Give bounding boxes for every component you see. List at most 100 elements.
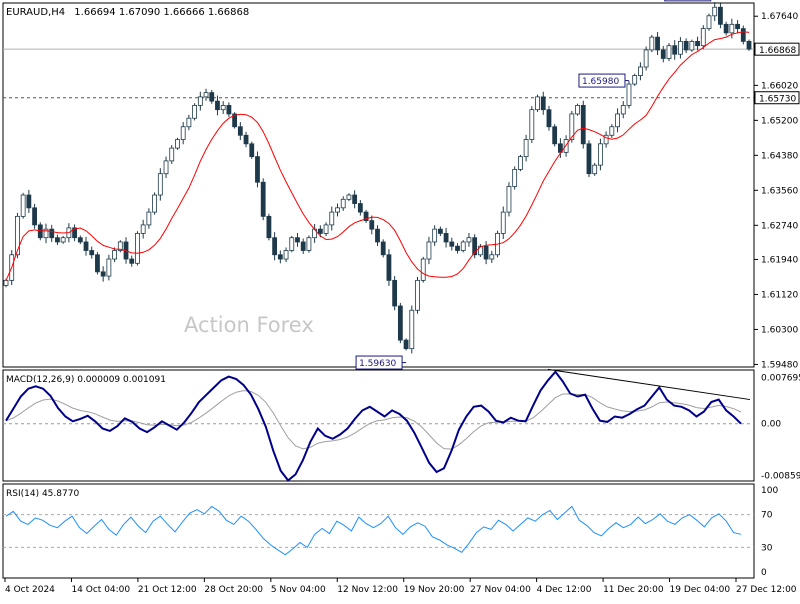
price-tick-label: 1.67640: [761, 12, 798, 22]
candle-body: [723, 23, 729, 34]
price-tick-label: 1.63560: [761, 186, 798, 196]
rsi-tick-label: 100: [761, 486, 778, 496]
macd-tick-label: -0.008599: [761, 472, 800, 482]
ohlc-values: 1.66694 1.67090 1.66666 1.66868: [74, 7, 249, 18]
candle-body: [706, 15, 712, 30]
candle-body: [95, 254, 100, 273]
candle-body: [569, 113, 575, 140]
candle-body: [460, 241, 466, 251]
candle-body: [272, 237, 278, 256]
time-tick-label: 19 Dec 04:00: [670, 585, 731, 595]
candle-body: [357, 203, 363, 213]
candle-body: [660, 49, 666, 59]
candle-body: [483, 245, 489, 260]
candle-body: [700, 28, 706, 47]
candle-body: [655, 36, 660, 51]
support-level-badge-text: 1.65730: [759, 95, 796, 105]
candle-body: [329, 211, 335, 226]
time-tick-label: 14 Oct 04:00: [71, 585, 130, 595]
macd-trendline: [547, 368, 751, 401]
watermark: Action Forex: [184, 313, 314, 337]
panel-frames: [2, 2, 755, 579]
candle-body: [632, 75, 638, 85]
price-candles: 1.65980 1.68000 1.59630: [3, 0, 752, 370]
candle-body: [215, 100, 220, 111]
candle-body: [197, 96, 203, 106]
candle-body: [666, 45, 672, 59]
candle-body: [3, 279, 9, 286]
candle-body: [192, 105, 198, 119]
candle-body: [306, 237, 312, 251]
candle-body: [220, 105, 226, 111]
current-price-badge-text: 1.66868: [759, 46, 796, 56]
candle-body: [500, 211, 506, 234]
candle-body: [638, 66, 643, 76]
candle-body: [135, 233, 140, 264]
candle-body: [15, 215, 20, 256]
macd-panel-frame: [2, 369, 755, 482]
macd-label: MACD(12,26,9) 0.000009 0.001091: [6, 375, 166, 385]
price-tick-label: 1.62740: [761, 221, 798, 231]
candle-body: [575, 105, 580, 115]
candle-body: [340, 198, 346, 209]
candle-body: [472, 237, 478, 256]
symbol-header: EURAUD,H4 1.66694 1.67090 1.66666 1.6686…: [6, 7, 249, 18]
candle-body: [586, 143, 592, 175]
macd-signal-line: [5, 390, 742, 450]
candle-body: [603, 134, 609, 145]
candle-body: [203, 92, 209, 98]
candle-body: [689, 41, 695, 51]
price-tick-label: 1.61120: [761, 290, 798, 300]
rsi-panel-frame: [2, 483, 755, 579]
candle-body: [226, 105, 232, 115]
candle-body: [277, 254, 283, 260]
candle-body: [615, 113, 620, 128]
candle-body: [49, 228, 55, 239]
candle-body: [243, 134, 249, 145]
candle-body: [300, 241, 306, 251]
candle-body: [346, 194, 352, 200]
current-price-badge: [754, 42, 800, 56]
candle-body: [169, 147, 175, 162]
candle-body: [112, 250, 117, 260]
moving-average: [5, 31, 750, 281]
macd-main-line: [5, 370, 742, 482]
price-tick-label: 1.64380: [761, 151, 798, 161]
rsi-layer: [3, 505, 754, 556]
candle-body: [295, 237, 300, 243]
rsi-tick-label: 30: [761, 543, 773, 553]
candle-body: [289, 237, 295, 251]
price-tick-label: 1.60300: [761, 325, 798, 335]
candle-body: [83, 241, 89, 251]
candle-body: [409, 309, 415, 350]
candle-body: [529, 109, 535, 140]
price-tick-label: 1.66020: [761, 81, 798, 91]
candle-body: [260, 181, 266, 217]
candle-body: [580, 105, 586, 145]
time-tick-label: 19 Nov 20:00: [404, 585, 465, 595]
candle-body: [678, 41, 683, 55]
candle-body: [117, 241, 123, 251]
candle-body: [437, 228, 443, 234]
candle-body: [237, 126, 243, 136]
time-tick-label: 4 Dec 12:00: [537, 585, 592, 595]
candle-body: [598, 143, 603, 166]
time-tick-label: 11 Dec 20:00: [603, 585, 664, 595]
candle-body: [175, 139, 180, 149]
price-callout-label: 1.68000: [668, 0, 705, 1]
price-callout-label: 1.59630: [359, 359, 396, 369]
symbol-timeframe: EURAUD,H4: [6, 7, 65, 18]
candle-body: [386, 254, 392, 281]
candle-body: [186, 117, 192, 128]
candle-body: [683, 41, 689, 51]
candle-body: [626, 83, 632, 106]
candle-body: [672, 45, 678, 55]
candle-body: [72, 227, 77, 239]
candle-body: [718, 6, 723, 25]
candle-body: [323, 224, 329, 234]
axis-labels: 1.67640 1.66020 1.65200 1.64380 1.63560 1.627…: [4, 12, 800, 595]
candle-body: [380, 241, 386, 256]
candle-body: [26, 194, 32, 209]
candle-body: [363, 211, 369, 222]
time-tick-label: 27 Nov 04:00: [470, 585, 531, 595]
